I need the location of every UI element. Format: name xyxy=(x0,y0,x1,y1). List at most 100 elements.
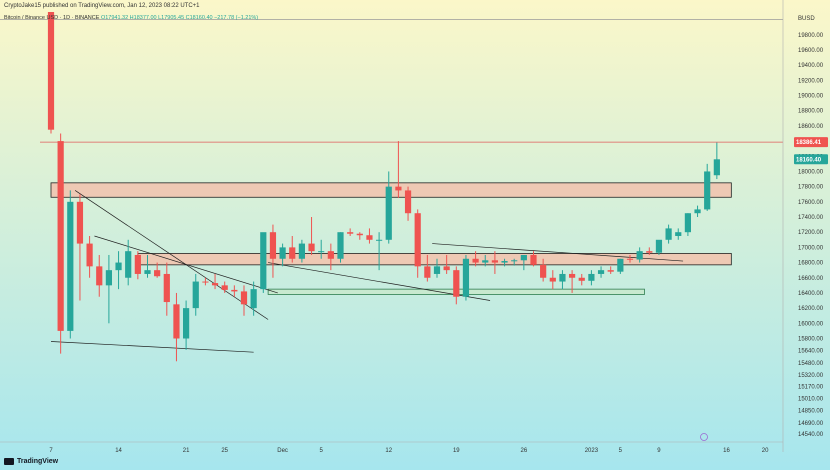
candle xyxy=(694,205,701,218)
candle xyxy=(501,258,508,267)
price-tick-label: 15320.00 xyxy=(798,373,824,379)
candle-body xyxy=(125,251,132,278)
candle xyxy=(530,251,537,267)
price-tick-label: 19000.00 xyxy=(798,94,824,100)
candle xyxy=(298,239,305,263)
candle-body xyxy=(347,232,354,234)
candle-body xyxy=(337,232,344,259)
candle-body xyxy=(250,289,257,309)
candle xyxy=(491,251,498,274)
candle-body xyxy=(202,281,209,283)
symbol-name[interactable]: Bitcoin / Binance USD xyxy=(4,15,59,21)
candle xyxy=(318,239,325,259)
candle-body xyxy=(626,258,634,260)
candle xyxy=(154,262,161,278)
candle-body xyxy=(540,264,547,278)
candle-body xyxy=(154,270,161,277)
candle xyxy=(404,186,412,221)
time-tick-label: 9 xyxy=(657,448,661,454)
candle xyxy=(626,254,634,263)
candle-body xyxy=(163,273,170,303)
candle-body xyxy=(221,285,228,290)
candle-body xyxy=(578,277,585,281)
time-tick-label: 5 xyxy=(619,448,623,454)
candle xyxy=(617,258,624,274)
candle xyxy=(96,254,103,297)
candle-body xyxy=(414,213,421,267)
time-tick-label: 26 xyxy=(521,448,528,454)
candle xyxy=(607,266,614,274)
price-tick-label: 19400.00 xyxy=(798,63,824,69)
time-tick-label: Dec xyxy=(277,448,288,454)
candle xyxy=(482,254,489,267)
time-tick-label: 20 xyxy=(762,448,769,454)
candle xyxy=(684,213,691,236)
candle-body xyxy=(269,232,277,259)
candle xyxy=(67,190,74,339)
price-tick-label: 15170.00 xyxy=(798,384,824,390)
resistance-price-tag-bg xyxy=(794,137,828,148)
price-tick-label: 19600.00 xyxy=(798,48,824,54)
candle-body xyxy=(318,251,325,253)
time-tick-label: 2023 xyxy=(585,448,599,454)
candle-body xyxy=(472,258,479,263)
candle-body xyxy=(569,273,576,278)
candle-body xyxy=(67,201,74,331)
candle xyxy=(134,251,141,280)
symbol-info: Bitcoin / Binance USD · 1D · BINANCE O17… xyxy=(4,15,259,21)
currency-label: BUSD xyxy=(798,16,815,22)
price-tick-label: 17800.00 xyxy=(798,185,824,191)
footer-brand[interactable]: TradingView xyxy=(4,458,58,465)
candle-body xyxy=(385,186,392,240)
candle-body xyxy=(105,270,112,286)
candle-body xyxy=(279,247,286,259)
candle-body xyxy=(115,262,122,271)
candle-body xyxy=(298,243,305,259)
candle-body xyxy=(530,254,537,265)
candle-body xyxy=(260,232,267,290)
candle-body xyxy=(76,201,84,244)
candle-body xyxy=(655,239,663,253)
candle xyxy=(597,266,605,278)
candle-body xyxy=(684,213,691,233)
candle-body xyxy=(211,283,219,286)
tradingview-logo-icon xyxy=(4,458,14,465)
candle xyxy=(462,254,470,301)
candle-body xyxy=(134,254,141,274)
candle-body xyxy=(597,270,605,274)
price-tick-label: 16400.00 xyxy=(798,291,824,297)
candle xyxy=(308,217,315,255)
candle xyxy=(655,239,663,255)
price-tick-label: 17600.00 xyxy=(798,200,824,206)
candle xyxy=(414,209,421,278)
candle-body xyxy=(144,270,151,274)
candle xyxy=(569,270,576,293)
candle xyxy=(433,258,441,278)
price-tick-label: 18000.00 xyxy=(798,169,824,175)
candle xyxy=(192,273,199,316)
candle-body xyxy=(289,247,296,259)
candle-body xyxy=(588,273,595,281)
price-tick-label: 17400.00 xyxy=(798,215,824,221)
brand-name: TradingView xyxy=(17,458,59,465)
price-tick-label: 16600.00 xyxy=(798,276,824,282)
candle-body xyxy=(617,258,624,272)
candle xyxy=(646,247,653,255)
trendline-0 xyxy=(74,190,269,320)
candle xyxy=(327,243,334,271)
price-tick-label: 15480.00 xyxy=(798,361,824,367)
candle-body xyxy=(491,260,498,263)
candle-body xyxy=(57,141,64,331)
price-tick-label: 16000.00 xyxy=(798,321,824,327)
candle-body xyxy=(308,243,315,252)
candle xyxy=(385,171,392,244)
last-price-tag-bg xyxy=(794,154,828,165)
candle xyxy=(424,254,431,282)
time-tick-label: 16 xyxy=(723,448,730,454)
candle xyxy=(713,142,720,180)
price-tick-label: 15640.00 xyxy=(798,349,824,355)
interval-label[interactable]: 1D xyxy=(63,15,71,21)
event-marker-icon xyxy=(700,433,708,441)
candle xyxy=(115,251,122,290)
